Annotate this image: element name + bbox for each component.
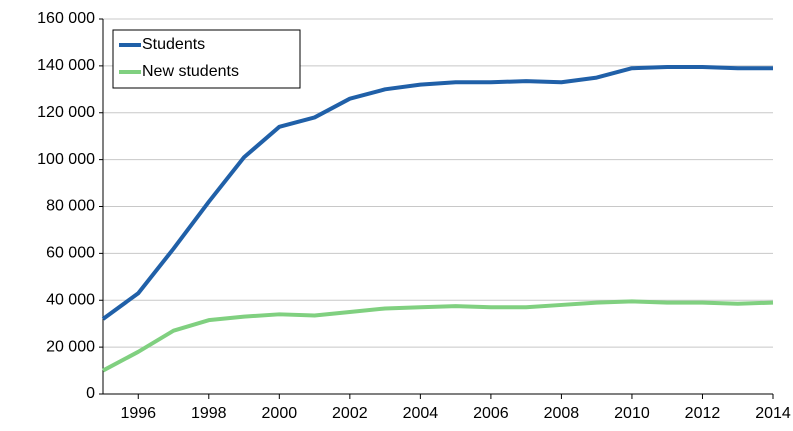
x-tick-label: 2002 bbox=[332, 405, 368, 422]
y-tick-label: 120 000 bbox=[37, 104, 95, 121]
x-tick-label: 2004 bbox=[403, 405, 439, 422]
series-line bbox=[101, 65, 773, 321]
x-tick-label: 2008 bbox=[544, 405, 580, 422]
y-tick-label: 0 bbox=[86, 385, 95, 402]
legend-label: New students bbox=[142, 63, 239, 80]
y-tick-label: 100 000 bbox=[37, 151, 95, 168]
series-line bbox=[102, 299, 774, 373]
legend-label: Students bbox=[142, 36, 205, 53]
x-tick-label: 2014 bbox=[755, 405, 791, 422]
y-tick-label: 20 000 bbox=[46, 338, 95, 355]
y-tick-label: 160 000 bbox=[37, 10, 95, 27]
x-tick-label: 2000 bbox=[262, 405, 298, 422]
legend-box bbox=[112, 29, 301, 89]
y-tick-label: 80 000 bbox=[46, 198, 95, 215]
y-tick-label: 60 000 bbox=[46, 245, 95, 262]
x-tick-label: 1998 bbox=[191, 405, 227, 422]
x-tick-label: 2006 bbox=[473, 405, 509, 422]
x-tick-label: 1996 bbox=[120, 405, 156, 422]
x-tick-label: 2010 bbox=[614, 405, 650, 422]
y-tick-label: 140 000 bbox=[37, 57, 95, 74]
x-tick-label: 2012 bbox=[685, 405, 721, 422]
y-tick-label: 40 000 bbox=[46, 291, 95, 308]
